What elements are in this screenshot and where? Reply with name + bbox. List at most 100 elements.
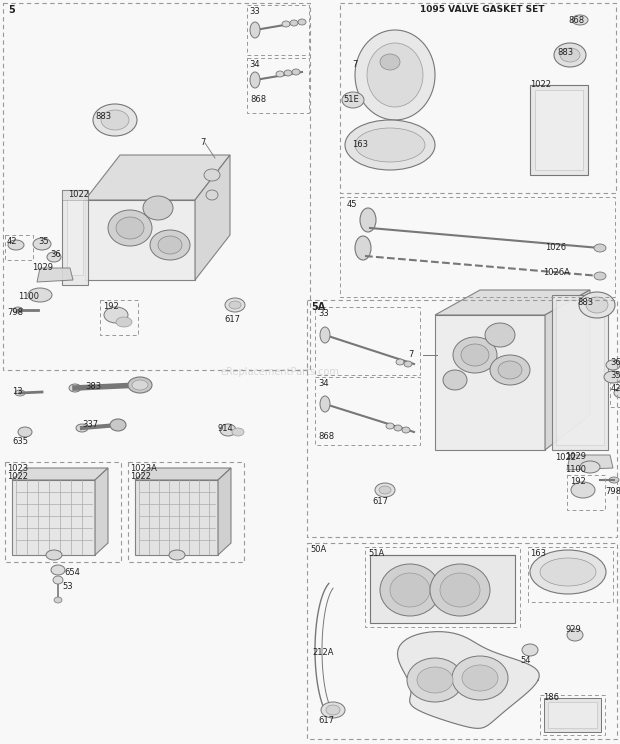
Text: eReplacementParts.com: eReplacementParts.com — [221, 367, 339, 377]
Polygon shape — [135, 480, 218, 555]
Ellipse shape — [116, 217, 144, 239]
Bar — [365, 547, 520, 627]
Ellipse shape — [143, 196, 173, 220]
Bar — [100, 300, 138, 335]
Text: 35: 35 — [38, 237, 48, 246]
Bar — [307, 300, 617, 537]
Text: 617: 617 — [372, 497, 388, 506]
Bar — [540, 695, 605, 735]
Text: 798: 798 — [605, 487, 620, 496]
Ellipse shape — [33, 238, 51, 250]
Ellipse shape — [298, 19, 306, 25]
Ellipse shape — [13, 307, 23, 313]
Ellipse shape — [379, 486, 391, 494]
Ellipse shape — [452, 656, 508, 700]
Bar — [544, 698, 601, 732]
Text: 163: 163 — [530, 549, 546, 558]
Text: 929: 929 — [565, 625, 581, 634]
Ellipse shape — [321, 702, 345, 718]
Ellipse shape — [375, 483, 395, 497]
Ellipse shape — [386, 423, 394, 429]
Ellipse shape — [554, 43, 586, 67]
Ellipse shape — [204, 169, 220, 181]
Ellipse shape — [284, 70, 292, 76]
Ellipse shape — [380, 54, 400, 70]
Text: 36: 36 — [610, 358, 620, 367]
Text: 1022: 1022 — [68, 190, 89, 199]
Text: 868: 868 — [318, 432, 334, 441]
Bar — [567, 475, 605, 510]
Text: 883: 883 — [95, 112, 111, 121]
Ellipse shape — [540, 558, 596, 586]
Ellipse shape — [380, 564, 440, 616]
Text: 36: 36 — [50, 250, 61, 259]
Ellipse shape — [443, 370, 467, 390]
Text: 186: 186 — [543, 693, 559, 702]
Text: 1100: 1100 — [565, 465, 586, 474]
Ellipse shape — [604, 371, 620, 383]
Bar — [556, 300, 604, 445]
Bar — [5, 235, 33, 260]
Bar — [610, 382, 620, 407]
Text: 50A: 50A — [310, 545, 326, 554]
Ellipse shape — [390, 573, 430, 607]
Text: 1023A: 1023A — [130, 464, 157, 473]
Text: 337: 337 — [82, 420, 98, 429]
Text: 7: 7 — [200, 138, 205, 147]
Ellipse shape — [417, 667, 453, 693]
Text: 868: 868 — [568, 16, 584, 25]
Text: 5A: 5A — [311, 302, 326, 312]
Polygon shape — [85, 155, 230, 200]
Text: 1026A: 1026A — [543, 268, 570, 277]
Ellipse shape — [580, 461, 600, 473]
Ellipse shape — [614, 388, 620, 398]
Polygon shape — [435, 315, 545, 450]
Ellipse shape — [282, 21, 290, 27]
Bar — [315, 377, 420, 445]
Ellipse shape — [276, 71, 284, 77]
Ellipse shape — [430, 564, 490, 616]
Bar — [535, 90, 583, 170]
Polygon shape — [397, 632, 539, 728]
Text: 1095 VALVE GASKET SET: 1095 VALVE GASKET SET — [420, 5, 544, 14]
Text: 654: 654 — [64, 568, 80, 577]
Polygon shape — [62, 190, 88, 285]
Ellipse shape — [579, 292, 615, 318]
Ellipse shape — [290, 20, 298, 26]
Text: 7: 7 — [352, 60, 357, 69]
Ellipse shape — [522, 644, 538, 656]
Text: 35: 35 — [610, 371, 620, 380]
Bar — [548, 702, 597, 728]
Text: 1022: 1022 — [7, 472, 28, 481]
Ellipse shape — [326, 705, 340, 715]
Ellipse shape — [51, 565, 65, 575]
Ellipse shape — [453, 337, 497, 373]
Polygon shape — [12, 468, 108, 480]
Text: 192: 192 — [103, 302, 119, 311]
Ellipse shape — [402, 427, 410, 433]
Text: 1100: 1100 — [18, 292, 39, 301]
Ellipse shape — [128, 377, 152, 393]
Text: 5: 5 — [8, 5, 15, 15]
Ellipse shape — [250, 22, 260, 38]
Ellipse shape — [461, 344, 489, 366]
Text: 1022: 1022 — [130, 472, 151, 481]
Ellipse shape — [586, 297, 608, 313]
Text: 868: 868 — [250, 95, 266, 104]
Polygon shape — [435, 290, 590, 315]
Ellipse shape — [101, 110, 129, 130]
Ellipse shape — [220, 424, 236, 436]
Ellipse shape — [396, 359, 404, 365]
Ellipse shape — [158, 236, 182, 254]
Polygon shape — [195, 155, 230, 280]
Ellipse shape — [169, 550, 185, 560]
Text: 53: 53 — [62, 582, 73, 591]
Ellipse shape — [46, 550, 62, 560]
Ellipse shape — [560, 48, 580, 62]
Ellipse shape — [571, 482, 595, 498]
Ellipse shape — [69, 384, 81, 392]
Ellipse shape — [47, 252, 61, 262]
Bar — [528, 547, 613, 602]
Bar — [128, 462, 244, 562]
Ellipse shape — [108, 210, 152, 246]
